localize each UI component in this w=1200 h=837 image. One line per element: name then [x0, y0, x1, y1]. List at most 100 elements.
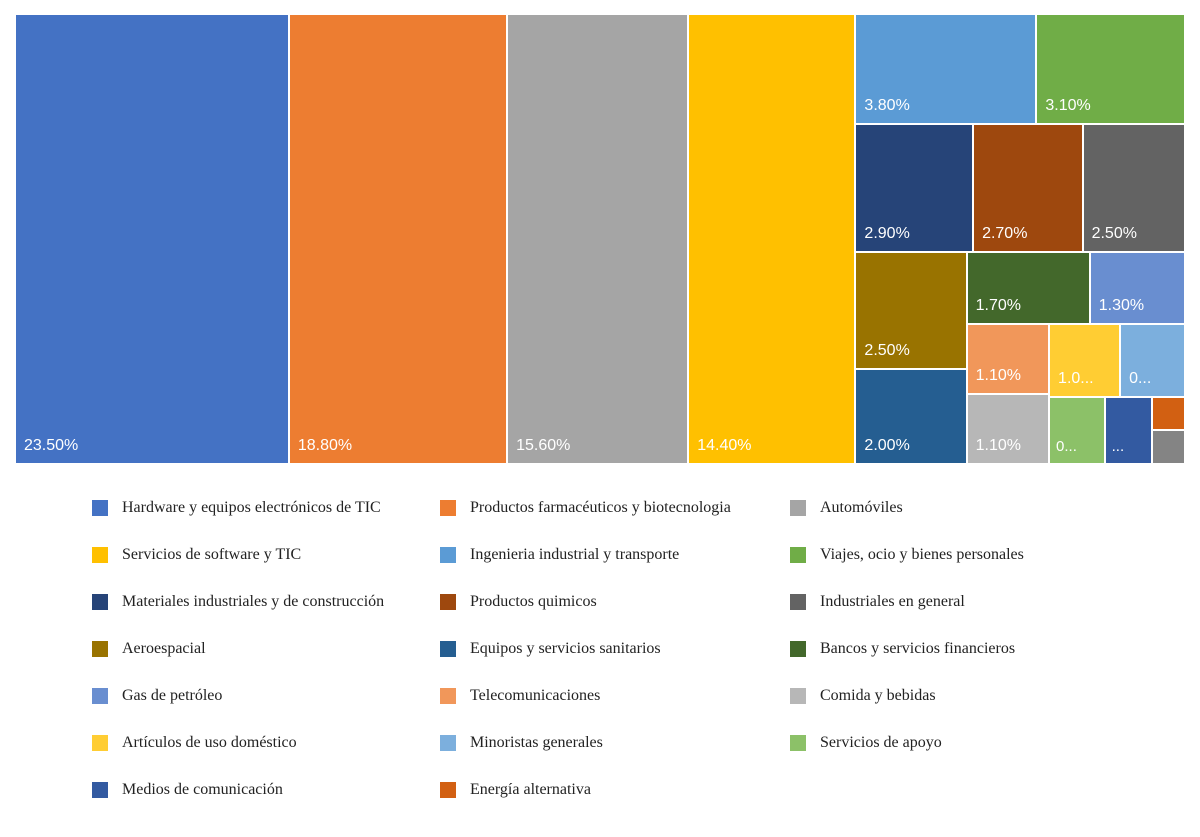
legend-swatch — [440, 547, 456, 563]
legend-label: Hardware y equipos electrónicos de TIC — [122, 499, 381, 516]
legend-swatch — [790, 594, 806, 610]
treemap-tile-servicios-de-apoyo: 0... — [1050, 398, 1104, 463]
legend-swatch — [440, 500, 456, 516]
legend-label: Minoristas generales — [470, 734, 603, 751]
tile-value-label: 2.50% — [1091, 225, 1137, 243]
legend-item-viajes-ocio-y-bienes-personales[interactable]: Viajes, ocio y bienes personales — [790, 543, 1024, 567]
legend-item-automoviles[interactable]: Automóviles — [790, 496, 903, 520]
legend-swatch — [790, 735, 806, 751]
legend-swatch — [790, 688, 806, 704]
tile-value-label: 2.90% — [864, 225, 910, 243]
legend-label: Artículos de uso doméstico — [122, 734, 297, 751]
treemap-tile-hardware-y-equipos-electronicos-de-tic: 23.50% — [16, 15, 288, 463]
legend-label: Equipos y servicios sanitarios — [470, 640, 661, 657]
tile-value-label: ... — [1111, 437, 1125, 455]
treemap-tile-materiales-industriales-y-de-construccion: 2.90% — [856, 125, 973, 252]
legend-item-equipos-y-servicios-sanitarios[interactable]: Equipos y servicios sanitarios — [440, 637, 661, 661]
legend-swatch — [92, 500, 108, 516]
treemap-tile-energia-alternativa — [1153, 398, 1184, 430]
legend-item-productos-quimicos[interactable]: Productos quimicos — [440, 590, 597, 614]
treemap-chart: 23.50% 18.80% 15.60% 14.40% 3.80% 3.10% 2.90% 2… — [16, 15, 1184, 463]
legend-label: Gas de petróleo — [122, 687, 223, 704]
tile-value-label: 2.00% — [864, 436, 910, 454]
tile-value-label: 0... — [1056, 437, 1077, 455]
legend-swatch — [92, 641, 108, 657]
treemap-tile-other — [1153, 431, 1184, 463]
treemap-tile-equipos-y-servicios-sanitarios: 2.00% — [856, 370, 966, 463]
tile-value-label: 15.60% — [516, 437, 571, 454]
legend-item-articulos-de-uso-domestico[interactable]: Artículos de uso doméstico — [92, 731, 297, 755]
legend-swatch — [440, 735, 456, 751]
treemap-tile-telecomunicaciones: 1.10% — [967, 325, 1049, 393]
legend-label: Productos quimicos — [470, 593, 597, 610]
legend-label: Comida y bebidas — [820, 687, 936, 704]
legend-swatch — [790, 547, 806, 563]
treemap-tile-medios-de-comunicacion: ... — [1105, 398, 1152, 463]
legend-item-industriales-en-general[interactable]: Industriales en general — [790, 590, 965, 614]
legend-item-servicios-de-apoyo[interactable]: Servicios de apoyo — [790, 731, 942, 755]
legend-label: Bancos y servicios financieros — [820, 640, 1016, 657]
tile-value-label: 1.70% — [975, 297, 1021, 315]
legend-label: Ingenieria industrial y transporte — [470, 546, 680, 563]
legend-item-aeroespacial[interactable]: Aeroespacial — [92, 637, 206, 661]
legend-item-minoristas-generales[interactable]: Minoristas generales — [440, 731, 603, 755]
legend-item-gas-de-petroleo[interactable]: Gas de petróleo — [92, 684, 222, 708]
treemap-tile-bancos-y-servicios-financieros: 1.70% — [967, 253, 1089, 324]
legend-item-energia-alternativa[interactable]: Energía alternativa — [440, 778, 591, 802]
legend-item-hardware-y-equipos-electronicos-de-tic[interactable]: Hardware y equipos electrónicos de TIC — [92, 496, 381, 520]
legend-label: Telecomunicaciones — [470, 687, 601, 704]
treemap-tile-automoviles: 15.60% — [508, 15, 688, 463]
tile-value-label: 18.80% — [297, 437, 353, 454]
legend-label: Viajes, ocio y bienes personales — [820, 546, 1024, 563]
tile-value-label: 1.10% — [975, 436, 1021, 454]
legend-label: Industriales en general — [820, 593, 965, 610]
legend-label: Energía alternativa — [470, 781, 591, 798]
treemap-tile-ingenieria-industrial-y-transporte: 3.80% — [856, 15, 1036, 124]
legend-swatch — [92, 735, 108, 751]
legend-label: Productos farmacéuticos y biotecnologia — [470, 499, 731, 516]
tile-value-label: 2.50% — [864, 342, 910, 360]
treemap-tile-productos-quimicos: 2.70% — [974, 125, 1082, 252]
legend-swatch — [790, 641, 806, 657]
treemap-tile-industriales-en-general: 2.50% — [1083, 125, 1184, 252]
treemap-tile-gas-de-petroleo: 1.30% — [1090, 253, 1184, 324]
legend-label: Materiales industriales y de construcció… — [122, 593, 385, 610]
legend-item-servicios-de-software-y-tic[interactable]: Servicios de software y TIC — [92, 543, 301, 567]
tile-value-label: 1.10% — [975, 366, 1021, 384]
chart-legend: Hardware y equipos electrónicos de TIC Pr… — [0, 490, 1200, 830]
legend-swatch — [440, 782, 456, 798]
legend-label: Aeroespacial — [122, 640, 206, 657]
tile-value-label: 1.0... — [1058, 370, 1094, 388]
treemap-tile-aeroespacial: 2.50% — [856, 253, 966, 369]
legend-swatch — [92, 547, 108, 563]
tile-value-label: 14.40% — [697, 437, 752, 454]
legend-item-bancos-y-servicios-financieros[interactable]: Bancos y servicios financieros — [790, 637, 1015, 661]
treemap-tile-minoristas-generales: 0... — [1121, 325, 1184, 397]
tile-value-label: 3.10% — [1045, 97, 1091, 115]
legend-swatch — [92, 594, 108, 610]
treemap-tile-articulos-de-uso-domestico: 1.0... — [1050, 325, 1120, 397]
legend-item-telecomunicaciones[interactable]: Telecomunicaciones — [440, 684, 600, 708]
legend-item-comida-y-bebidas[interactable]: Comida y bebidas — [790, 684, 936, 708]
legend-swatch — [440, 688, 456, 704]
legend-swatch — [92, 688, 108, 704]
treemap-tile-servicios-de-software-y-tic: 14.40% — [689, 15, 855, 463]
legend-label: Servicios de software y TIC — [122, 546, 302, 563]
legend-item-medios-de-comunicacion[interactable]: Medios de comunicación — [92, 778, 283, 802]
legend-label: Medios de comunicación — [122, 781, 283, 798]
legend-swatch — [92, 782, 108, 798]
legend-item-materiales-industriales-y-de-construccion[interactable]: Materiales industriales y de construcció… — [92, 590, 384, 614]
legend-label: Automóviles — [820, 499, 903, 516]
legend-swatch — [790, 500, 806, 516]
treemap-tile-productos-farmaceuticos-y-biotecnologia: 18.80% — [289, 15, 507, 463]
legend-item-productos-farmaceuticos-y-biotecnologia[interactable]: Productos farmacéuticos y biotecnologia — [440, 496, 731, 520]
treemap-tile-comida-y-bebidas: 1.10% — [967, 394, 1049, 463]
tile-value-label: 2.70% — [982, 225, 1028, 243]
treemap-tile-viajes-ocio-y-bienes-personales: 3.10% — [1037, 15, 1184, 124]
tile-value-label: 0... — [1129, 370, 1152, 388]
tile-value-label: 3.80% — [864, 97, 910, 115]
legend-swatch — [440, 641, 456, 657]
tile-value-label: 23.50% — [24, 437, 79, 454]
legend-label: Servicios de apoyo — [820, 734, 942, 751]
legend-item-ingenieria-industrial-y-transporte[interactable]: Ingenieria industrial y transporte — [440, 543, 679, 567]
